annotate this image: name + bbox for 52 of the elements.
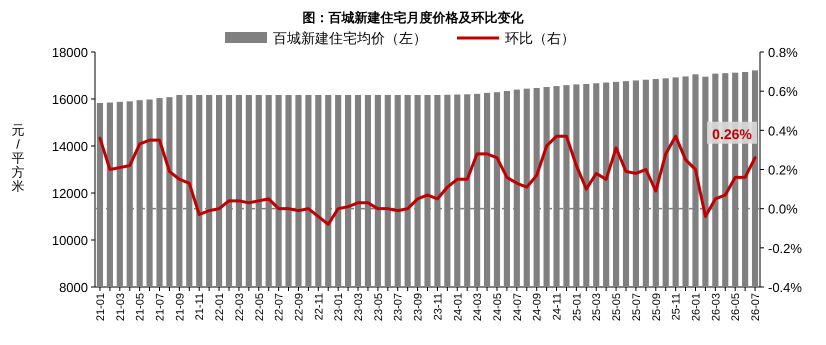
y-tick-label: 16000 [52,92,88,107]
y2-tick-label: 0.0% [768,202,798,217]
x-tick-label: 26-01 [690,293,702,322]
x-tick-label: 24-03 [472,293,484,322]
x-tick-label: 23-07 [392,293,405,322]
x-tick-label: 25-07 [630,293,643,322]
x-tick-label: 24-01 [452,293,464,322]
x-tick-label: 21-05 [134,293,147,322]
y-tick-label: 14000 [52,139,88,154]
x-tick-label: 26-07 [750,293,762,322]
y2-tick-label: 0.8% [768,45,798,60]
x-tick-label: 21-11 [194,293,206,320]
y2-tick-label: 0.2% [768,162,798,178]
x-tick-label: 22-07 [274,293,286,322]
annotation: 0.26% [712,126,752,142]
x-tick-label: 22-11 [313,293,326,320]
x-tick-label: 21-01 [94,293,107,322]
x-tick-label: 25-05 [611,293,624,322]
chart-title: 图：百城新建住宅月度价格及环比变化 [302,10,524,25]
y-tick-label: 8000 [59,280,88,295]
x-tick-label: 21-03 [114,293,127,322]
y2-tick-label: 0.6% [768,84,798,100]
x-tick-label: 22-03 [234,293,246,322]
x-tick-label: 23-05 [372,293,385,322]
x-tick-label: 23-11 [432,293,444,320]
x-tick-label: 22-09 [293,293,306,322]
x-tick-label: 23-01 [333,293,346,322]
x-tick-label: 24-11 [552,293,564,320]
x-tick-label: 24-09 [532,293,544,322]
y-tick-label: 12000 [52,186,88,201]
x-tick-label: 24-07 [512,293,524,322]
y2-tick-label: -0.2% [768,240,802,256]
y2-tick-label: 0.4% [768,123,798,138]
x-tick-label: 26-03 [710,293,722,322]
legend-label: 百城新建住宅均价（左） [273,30,427,46]
x-tick-label: 24-05 [492,293,504,322]
y-tick-label: 10000 [52,233,88,248]
x-tick-label: 26-05 [730,293,742,322]
legend-label: 环比（右） [505,30,575,46]
x-tick-label: 25-03 [591,293,604,322]
x-tick-label: 22-05 [254,293,266,322]
y-tick-label: 18000 [52,45,88,60]
x-tick-label: 25-01 [571,293,584,322]
x-tick-label: 21-09 [174,293,186,322]
y-axis-title: 元/平方米 [12,122,24,194]
x-tick-label: 25-09 [650,293,663,322]
y2-tick-label: -0.4% [768,280,802,295]
x-tick-label: 23-09 [412,293,425,322]
x-tick-label: 21-07 [154,293,167,322]
x-tick-label: 23-03 [353,293,366,322]
x-tick-label: 22-01 [214,293,226,322]
x-tick-label: 25-11 [670,293,683,320]
